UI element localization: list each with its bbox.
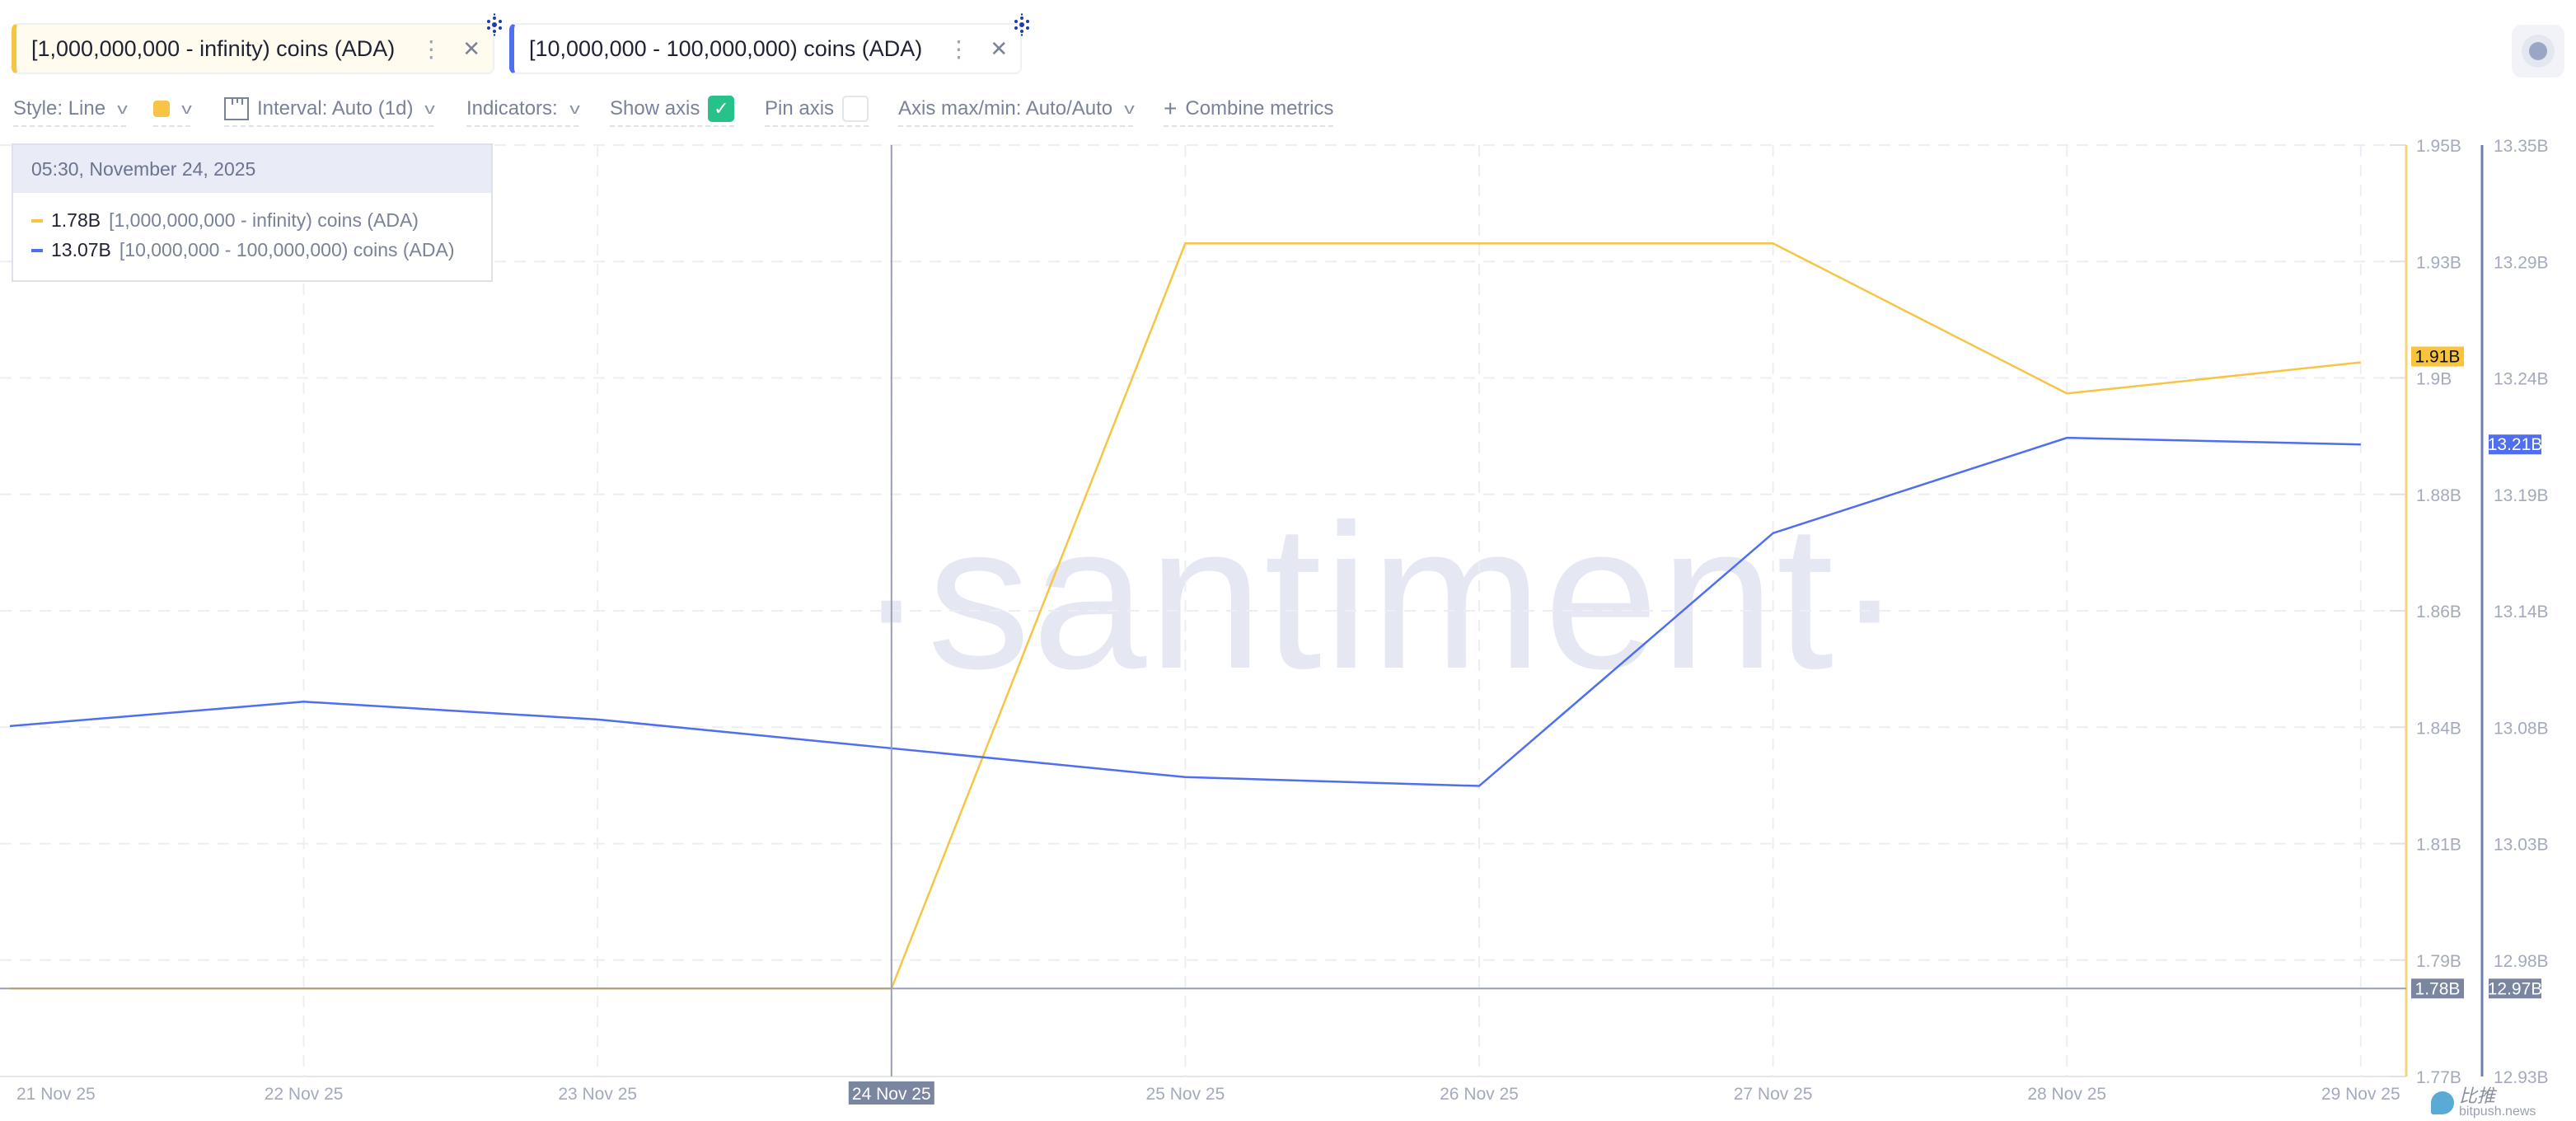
tooltip-series-name: [10,000,000 - 100,000,000) coins (ADA) bbox=[119, 239, 455, 260]
crosshair-y-label: 1.78B bbox=[2415, 979, 2461, 998]
last-value-box bbox=[2489, 434, 2541, 455]
crosshair-x-box bbox=[848, 1081, 934, 1105]
indicators-label: Indicators: bbox=[466, 97, 558, 120]
last-value-label: 1.91B bbox=[2415, 348, 2461, 367]
crosshair-y-box bbox=[2411, 978, 2464, 999]
calendar-icon bbox=[224, 97, 249, 120]
style-label: Style: Line bbox=[13, 97, 106, 120]
y-tick-label-left: 1.77B bbox=[2416, 1068, 2461, 1087]
bird-icon bbox=[2431, 1091, 2454, 1114]
y-tick-label-left: 1.9B bbox=[2416, 370, 2452, 389]
series-marker bbox=[31, 218, 43, 223]
tooltip-date: 05:30, November 24, 2025 bbox=[13, 145, 491, 193]
pin-axis-label: Pin axis bbox=[765, 97, 835, 120]
x-tick-label: 29 Nov 25 bbox=[2321, 1085, 2400, 1104]
plus-icon: + bbox=[1164, 96, 1178, 121]
y-tick-label-right: 12.93B bbox=[2494, 1068, 2549, 1087]
y-tick-label-right: 13.24B bbox=[2494, 370, 2549, 389]
pin-axis-checkbox[interactable] bbox=[842, 96, 869, 122]
axis-maxmin-label: Axis max/min: Auto/Auto bbox=[898, 97, 1113, 120]
crosshair-x-label: 24 Nov 25 bbox=[852, 1085, 931, 1104]
show-axis-label: Show axis bbox=[610, 97, 700, 120]
y-tick-label-left: 1.86B bbox=[2416, 603, 2461, 621]
y-tick-label-right: 13.08B bbox=[2494, 719, 2549, 738]
tooltip-series-name: [1,000,000,000 - infinity) coins (ADA) bbox=[109, 209, 419, 231]
tooltip-value: 13.07B bbox=[51, 239, 111, 260]
style-dropdown[interactable]: Style: Line v bbox=[13, 92, 128, 127]
interval-label: Interval: Auto (1d) bbox=[257, 97, 414, 120]
last-value-box bbox=[2411, 346, 2464, 367]
axis-maxmin-dropdown[interactable]: Axis max/min: Auto/Auto v bbox=[898, 92, 1135, 127]
more-options-icon[interactable]: ⋮ bbox=[419, 35, 443, 62]
more-options-icon[interactable]: ⋮ bbox=[947, 35, 971, 62]
x-tick-label: 21 Nov 25 bbox=[16, 1085, 96, 1104]
color-dropdown[interactable]: v bbox=[153, 92, 192, 127]
pin-axis-toggle[interactable]: Pin axis bbox=[765, 92, 869, 127]
y-tick-label-left: 1.93B bbox=[2416, 253, 2461, 272]
metric-tab-1b-plus[interactable]: [1,000,000,000 - infinity) coins (ADA) ⋮… bbox=[12, 13, 502, 74]
chevron-down-icon: v bbox=[569, 100, 580, 117]
chart-options-button[interactable] bbox=[2512, 25, 2564, 77]
combine-metrics-button[interactable]: + Combine metrics bbox=[1164, 92, 1334, 127]
indicators-dropdown[interactable]: Indicators: v bbox=[466, 92, 580, 127]
color-swatch bbox=[153, 101, 170, 117]
y-tick-label-right: 13.29B bbox=[2494, 253, 2549, 272]
combine-metrics-label: Combine metrics bbox=[1185, 97, 1334, 120]
chevron-down-icon: v bbox=[117, 100, 128, 117]
close-icon[interactable]: ✕ bbox=[990, 35, 1009, 61]
tooltip-row: 1.78B [1,000,000,000 - infinity) coins (A… bbox=[31, 209, 419, 232]
cardano-icon bbox=[487, 13, 502, 36]
x-tick-label: 27 Nov 25 bbox=[1734, 1085, 1813, 1104]
last-value-label: 13.21B bbox=[2488, 435, 2543, 454]
show-axis-toggle[interactable]: Show axis ✓ bbox=[610, 92, 735, 127]
chevron-down-icon: v bbox=[424, 100, 436, 117]
series-line-1 bbox=[10, 242, 2361, 990]
crosshair-y-box bbox=[2489, 978, 2541, 999]
close-icon[interactable]: ✕ bbox=[462, 35, 481, 61]
metric-tab-label: [1,000,000,000 - infinity) coins (ADA) bbox=[31, 35, 396, 61]
crosshair-y-label: 12.97B bbox=[2488, 979, 2543, 998]
y-tick-label-left: 1.81B bbox=[2416, 836, 2461, 855]
interval-dropdown[interactable]: Interval: Auto (1d) v bbox=[224, 92, 436, 127]
y-tick-label-left: 1.79B bbox=[2416, 952, 2461, 971]
chevron-down-icon: v bbox=[181, 100, 192, 117]
y-tick-label-right: 13.14B bbox=[2494, 603, 2549, 621]
x-tick-label: 26 Nov 25 bbox=[1440, 1085, 1519, 1104]
chart-toolbar: Style: Line v v Interval: Auto (1d) v Indi… bbox=[0, 92, 1401, 129]
santiment-watermark: ·santiment· bbox=[857, 481, 1906, 711]
x-tick-label: 25 Nov 25 bbox=[1146, 1085, 1225, 1104]
x-tick-label: 28 Nov 25 bbox=[2027, 1085, 2106, 1104]
y-tick-label-right: 13.35B bbox=[2494, 137, 2549, 156]
y-tick-label-right: 13.19B bbox=[2494, 486, 2549, 505]
chart-tooltip: 05:30, November 24, 2025 1.78B [1,000,000… bbox=[12, 143, 493, 282]
bitpush-logo-en: bitpush.news bbox=[2459, 1105, 2536, 1119]
x-tick-label: 23 Nov 25 bbox=[558, 1085, 637, 1104]
y-tick-label-right: 13.03B bbox=[2494, 836, 2549, 855]
x-tick-label: 22 Nov 25 bbox=[265, 1085, 344, 1104]
bitpush-logo-cn: 比推 bbox=[2459, 1086, 2496, 1106]
tooltip-row: 13.07B [10,000,000 - 100,000,000) coins (… bbox=[31, 239, 455, 261]
cardano-icon bbox=[1014, 13, 1029, 36]
y-tick-label-left: 1.88B bbox=[2416, 486, 2461, 505]
show-axis-checkbox[interactable]: ✓ bbox=[708, 96, 735, 122]
y-tick-label-right: 12.98B bbox=[2494, 952, 2549, 971]
series-marker bbox=[31, 248, 43, 252]
y-tick-label-left: 1.95B bbox=[2416, 137, 2461, 156]
chevron-down-icon: v bbox=[1124, 100, 1135, 117]
y-tick-label-left: 1.84B bbox=[2416, 719, 2461, 738]
series-line-2 bbox=[9, 436, 2361, 787]
record-icon bbox=[2529, 42, 2547, 60]
metric-tab-10m-100m[interactable]: [10,000,000 - 100,000,000) coins (ADA) ⋮… bbox=[509, 13, 1029, 74]
tooltip-value: 1.78B bbox=[51, 209, 101, 231]
bitpush-logo: 比推 bitpush.news bbox=[2431, 1086, 2536, 1119]
metric-tab-label: [10,000,000 - 100,000,000) coins (ADA) bbox=[529, 35, 923, 61]
